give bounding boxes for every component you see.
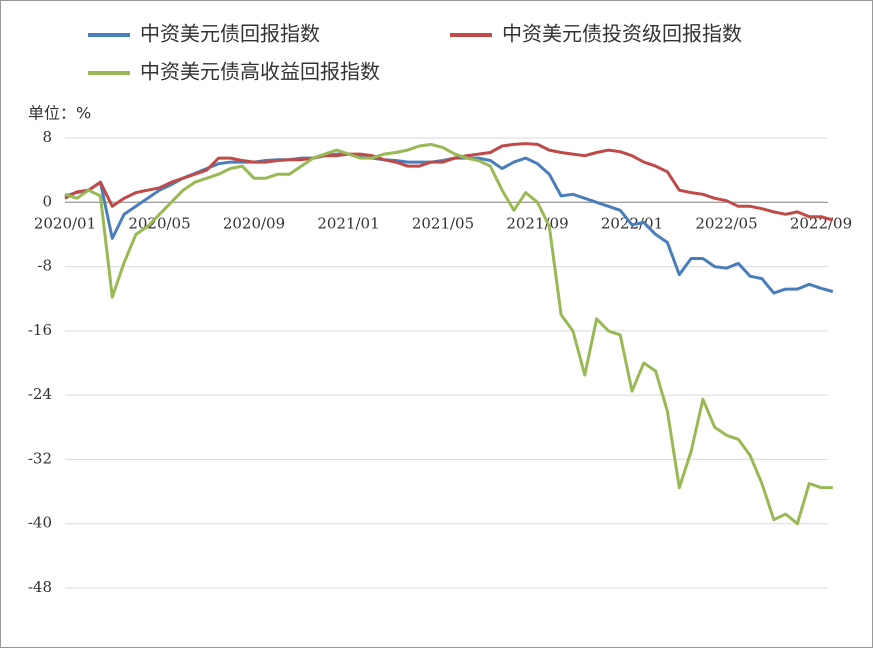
y-tick-label: -40 bbox=[28, 514, 52, 532]
y-tick-label: -32 bbox=[28, 449, 52, 467]
y-tick-label: 8 bbox=[42, 128, 52, 146]
y-tick-label: 0 bbox=[42, 192, 52, 210]
x-tick-label: 2020/09 bbox=[223, 214, 285, 232]
series-line bbox=[64, 142, 834, 222]
series-line bbox=[64, 142, 833, 526]
legend-label: 中资美元债回报指数 bbox=[140, 22, 320, 46]
x-tick-label: 2020/05 bbox=[128, 214, 190, 232]
y-tick-label: -48 bbox=[28, 578, 52, 596]
y-tick-label: -8 bbox=[37, 257, 52, 275]
x-tick-label: 2022/09 bbox=[790, 214, 852, 232]
legend-label: 中资美元债高收益回报指数 bbox=[140, 60, 380, 84]
y-tick-label: -24 bbox=[28, 385, 52, 403]
x-tick-label: 2020/01 bbox=[34, 214, 96, 232]
x-tick-label: 2021/05 bbox=[412, 214, 474, 232]
y-tick-label: -16 bbox=[28, 321, 52, 339]
x-tick-label: 2022/05 bbox=[695, 214, 757, 232]
legend-label: 中资美元债投资级回报指数 bbox=[502, 22, 742, 46]
x-tick-label: 2021/09 bbox=[506, 214, 568, 232]
unit-label: 单位：% bbox=[28, 104, 91, 123]
x-tick-label: 2021/01 bbox=[317, 214, 379, 232]
